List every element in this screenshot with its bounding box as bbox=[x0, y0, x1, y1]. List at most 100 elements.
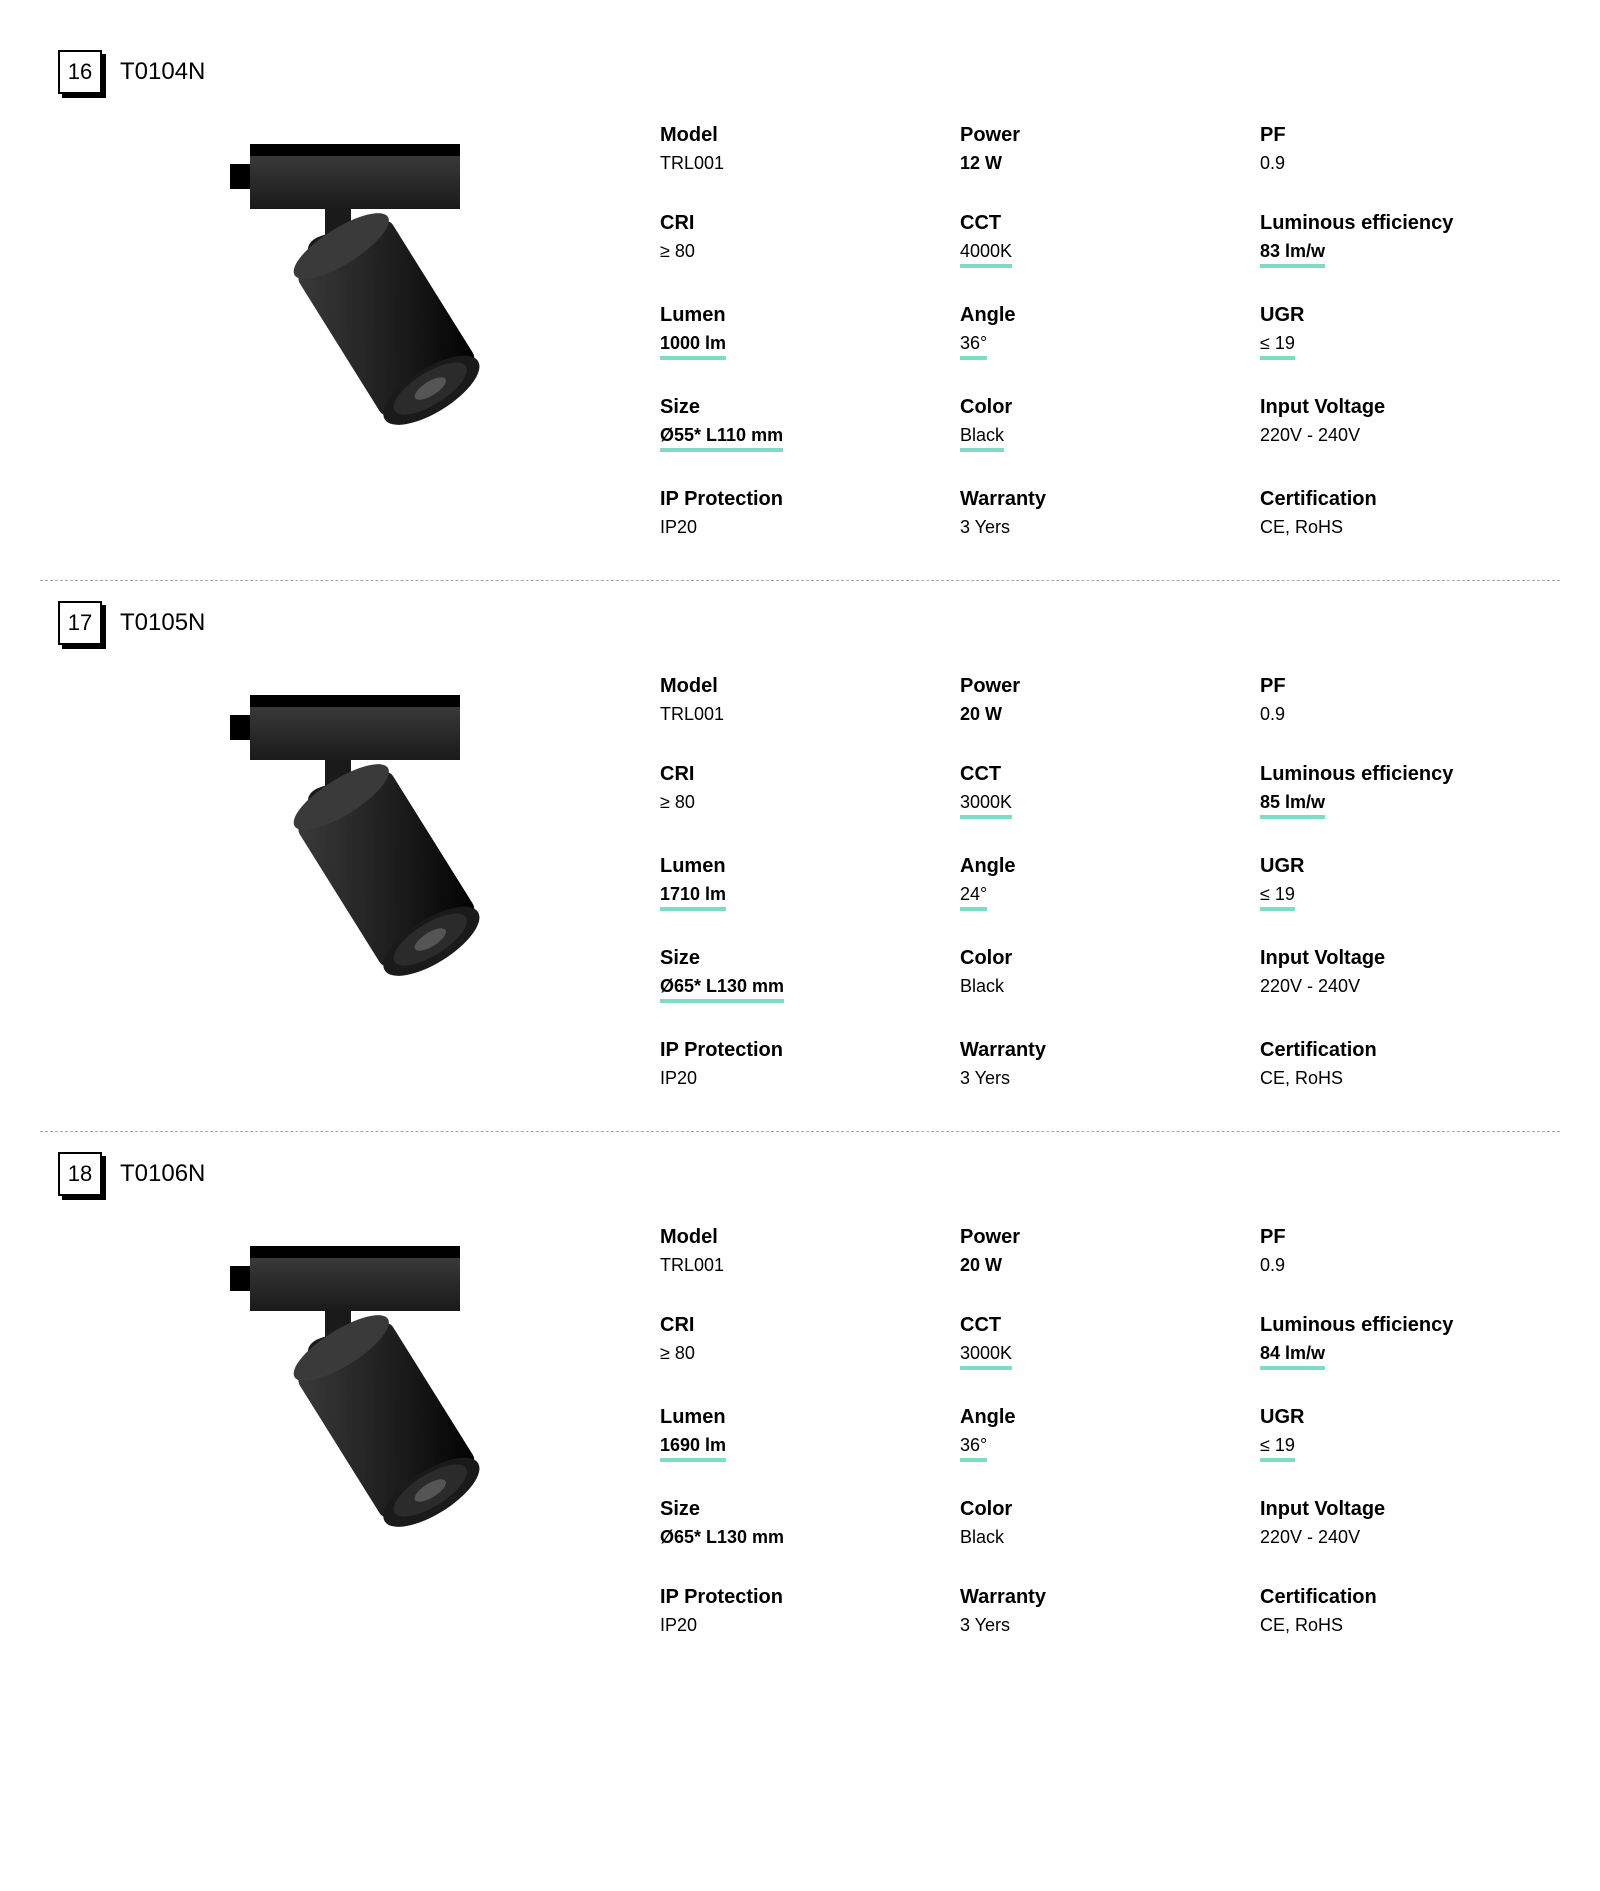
product-header: 17 T0105N bbox=[58, 601, 1560, 645]
spec-label: Luminous efficiency bbox=[1260, 212, 1520, 235]
spec-label: CRI bbox=[660, 1314, 920, 1337]
spec-label: Color bbox=[960, 947, 1220, 970]
spec-ugr: UGR ≤ 19 bbox=[1260, 855, 1520, 911]
spec-cri: CRI ≥ 80 bbox=[660, 212, 920, 268]
spec-label: Warranty bbox=[960, 1039, 1220, 1062]
spec-grid: Model TRL001 Power 20 W PF 0.9 CRI ≥ 80 … bbox=[660, 675, 1560, 1091]
product-image bbox=[140, 134, 500, 454]
spec-value: CE, RoHS bbox=[1260, 1615, 1343, 1638]
spec-value: ≤ 19 bbox=[1260, 333, 1295, 360]
product-image-col bbox=[40, 1226, 600, 1638]
spec-label: Certification bbox=[1260, 1586, 1520, 1609]
spec-grid: Model TRL001 Power 20 W PF 0.9 CRI ≥ 80 … bbox=[660, 1226, 1560, 1638]
spec-value: TRL001 bbox=[660, 153, 724, 176]
spec-value: ≤ 19 bbox=[1260, 884, 1295, 911]
product-sku: T0106N bbox=[120, 1160, 205, 1188]
spec-value: IP20 bbox=[660, 1068, 697, 1091]
spec-warranty: Warranty 3 Yers bbox=[960, 488, 1220, 540]
spec-value: Black bbox=[960, 425, 1004, 452]
index-badge: 16 bbox=[58, 50, 102, 94]
spec-label: IP Protection bbox=[660, 488, 920, 511]
spec-lumen: Lumen 1710 lm bbox=[660, 855, 920, 911]
spec-cct: CCT 3000K bbox=[960, 763, 1220, 819]
spec-label: Model bbox=[660, 675, 920, 698]
spec-color: Color Black bbox=[960, 1498, 1220, 1550]
product-body: Model TRL001 Power 12 W PF 0.9 CRI ≥ 80 … bbox=[40, 124, 1560, 540]
spec-value: 220V - 240V bbox=[1260, 425, 1360, 448]
spec-model: Model TRL001 bbox=[660, 124, 920, 176]
spec-value: ≥ 80 bbox=[660, 241, 695, 264]
spec-cert: Certification CE, RoHS bbox=[1260, 1586, 1520, 1638]
spec-label: Model bbox=[660, 124, 920, 147]
spec-value: 36° bbox=[960, 333, 987, 360]
spec-model: Model TRL001 bbox=[660, 1226, 920, 1278]
spec-ip: IP Protection IP20 bbox=[660, 488, 920, 540]
product-card: 17 T0105N bbox=[40, 581, 1560, 1131]
spec-label: Input Voltage bbox=[1260, 947, 1520, 970]
product-sku: T0105N bbox=[120, 609, 205, 637]
spec-cri: CRI ≥ 80 bbox=[660, 1314, 920, 1370]
spec-ugr: UGR ≤ 19 bbox=[1260, 1406, 1520, 1462]
spec-label: IP Protection bbox=[660, 1039, 920, 1062]
spec-label: Lumen bbox=[660, 1406, 920, 1429]
spec-pf: PF 0.9 bbox=[1260, 675, 1520, 727]
spec-value: CE, RoHS bbox=[1260, 517, 1343, 540]
spec-power: Power 12 W bbox=[960, 124, 1220, 176]
spec-eff: Luminous efficiency 85 lm/w bbox=[1260, 763, 1520, 819]
spec-angle: Angle 36° bbox=[960, 1406, 1220, 1462]
spec-label: Power bbox=[960, 675, 1220, 698]
spec-eff: Luminous efficiency 83 lm/w bbox=[1260, 212, 1520, 268]
spec-voltage: Input Voltage 220V - 240V bbox=[1260, 396, 1520, 452]
spec-label: Angle bbox=[960, 304, 1220, 327]
spec-label: Color bbox=[960, 1498, 1220, 1521]
spec-size: Size Ø65* L130 mm bbox=[660, 1498, 920, 1550]
product-header: 18 T0106N bbox=[58, 1152, 1560, 1196]
spec-value: 84 lm/w bbox=[1260, 1343, 1325, 1370]
spec-value: 0.9 bbox=[1260, 704, 1285, 727]
spec-label: PF bbox=[1260, 675, 1520, 698]
spec-value: 3 Yers bbox=[960, 1068, 1010, 1091]
spec-label: Power bbox=[960, 1226, 1220, 1249]
spec-size: Size Ø65* L130 mm bbox=[660, 947, 920, 1003]
product-card: 16 T0104N bbox=[40, 30, 1560, 580]
index-badge: 17 bbox=[58, 601, 102, 645]
spec-cct: CCT 3000K bbox=[960, 1314, 1220, 1370]
spec-value: 0.9 bbox=[1260, 153, 1285, 176]
spec-label: Size bbox=[660, 947, 920, 970]
spec-value: 220V - 240V bbox=[1260, 1527, 1360, 1550]
spec-label: UGR bbox=[1260, 855, 1520, 878]
spec-value: 4000K bbox=[960, 241, 1012, 268]
index-number: 16 bbox=[58, 50, 102, 94]
spec-value: 0.9 bbox=[1260, 1255, 1285, 1278]
product-image bbox=[140, 1236, 500, 1556]
product-sku: T0104N bbox=[120, 58, 205, 86]
spec-cct: CCT 4000K bbox=[960, 212, 1220, 268]
spec-value: 1710 lm bbox=[660, 884, 726, 911]
spec-label: Lumen bbox=[660, 304, 920, 327]
spec-value: CE, RoHS bbox=[1260, 1068, 1343, 1091]
spec-ip: IP Protection IP20 bbox=[660, 1586, 920, 1638]
spec-power: Power 20 W bbox=[960, 675, 1220, 727]
spec-voltage: Input Voltage 220V - 240V bbox=[1260, 1498, 1520, 1550]
spec-color: Color Black bbox=[960, 396, 1220, 452]
spec-label: PF bbox=[1260, 1226, 1520, 1249]
spec-label: Size bbox=[660, 396, 920, 419]
spec-label: CRI bbox=[660, 212, 920, 235]
spec-label: Warranty bbox=[960, 488, 1220, 511]
spec-label: Warranty bbox=[960, 1586, 1220, 1609]
spec-value: Black bbox=[960, 976, 1004, 999]
product-card: 18 T0106N bbox=[40, 1132, 1560, 1678]
spec-label: UGR bbox=[1260, 304, 1520, 327]
spec-label: CRI bbox=[660, 763, 920, 786]
spec-warranty: Warranty 3 Yers bbox=[960, 1586, 1220, 1638]
spec-value: 1690 lm bbox=[660, 1435, 726, 1462]
spec-angle: Angle 24° bbox=[960, 855, 1220, 911]
spec-angle: Angle 36° bbox=[960, 304, 1220, 360]
spec-label: CCT bbox=[960, 763, 1220, 786]
spec-value: 36° bbox=[960, 1435, 987, 1462]
spec-value: 12 W bbox=[960, 153, 1002, 176]
product-header: 16 T0104N bbox=[58, 50, 1560, 94]
spec-ugr: UGR ≤ 19 bbox=[1260, 304, 1520, 360]
spec-value: TRL001 bbox=[660, 704, 724, 727]
product-body: Model TRL001 Power 20 W PF 0.9 CRI ≥ 80 … bbox=[40, 675, 1560, 1091]
